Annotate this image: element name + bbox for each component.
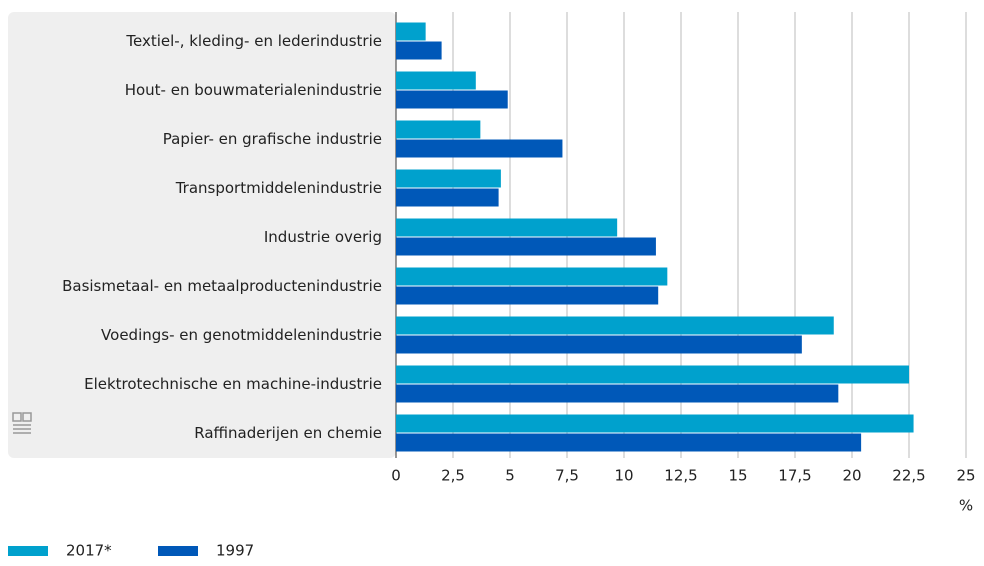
x-tick-label: 2,5 — [441, 467, 465, 485]
x-tick-label: 25 — [956, 467, 975, 485]
bar — [396, 22, 426, 41]
y-tick-label: Transportmiddelenindustrie — [175, 179, 382, 197]
logo — [12, 412, 32, 434]
bar — [396, 365, 909, 384]
legend-label: 1997 — [216, 542, 254, 560]
bar — [396, 384, 839, 403]
x-tick-label: 15 — [728, 467, 747, 485]
x-axis-unit: % — [959, 497, 973, 515]
x-tick-label: 7,5 — [555, 467, 579, 485]
legend-swatch — [158, 546, 198, 556]
x-tick-label: 17,5 — [778, 467, 811, 485]
bar — [396, 414, 914, 433]
bar — [396, 433, 862, 452]
bar — [396, 71, 476, 90]
y-tick-label: Raffinaderijen en chemie — [194, 424, 382, 442]
legend-swatch — [8, 546, 48, 556]
x-tick-label: 20 — [842, 467, 861, 485]
y-tick-label: Industrie overig — [264, 228, 382, 246]
bar — [396, 169, 501, 188]
x-tick-label: 12,5 — [664, 467, 697, 485]
bar — [396, 188, 499, 207]
bar — [396, 286, 659, 305]
y-tick-label: Elektrotechnische en machine-industrie — [84, 375, 382, 393]
bar — [396, 41, 442, 60]
x-tick-label: 0 — [391, 467, 401, 485]
bar — [396, 267, 668, 286]
label-panel — [8, 12, 396, 458]
y-tick-label: Voedings- en genotmiddelenindustrie — [101, 326, 382, 344]
bar — [396, 139, 563, 158]
legend-label: 2017* — [66, 542, 112, 560]
bar — [396, 90, 508, 109]
x-tick-label: 22,5 — [892, 467, 925, 485]
bar — [396, 218, 618, 237]
y-tick-label: Textiel-, kleding- en lederindustrie — [125, 32, 382, 50]
bar — [396, 316, 834, 335]
x-tick-label: 10 — [614, 467, 633, 485]
bar — [396, 120, 481, 139]
y-tick-label: Hout- en bouwmaterialenindustrie — [125, 81, 382, 99]
x-tick-label: 5 — [505, 467, 515, 485]
y-tick-label: Papier- en grafische industrie — [163, 130, 382, 148]
bar — [396, 335, 802, 354]
bar — [396, 237, 656, 256]
y-tick-label: Basismetaal- en metaalproductenindustrie — [62, 277, 382, 295]
